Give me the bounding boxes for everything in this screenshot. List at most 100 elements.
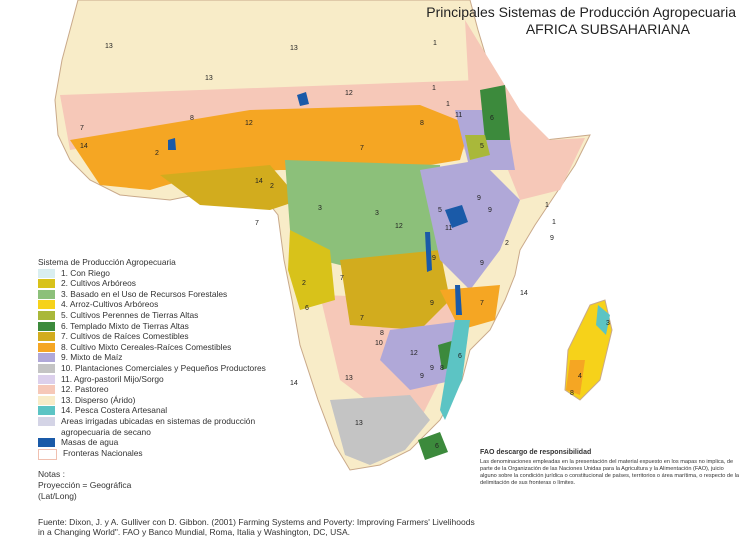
region-label: 13 bbox=[105, 43, 113, 50]
lake-volta bbox=[168, 138, 176, 150]
legend-swatch bbox=[38, 310, 55, 320]
legend-swatch bbox=[38, 385, 55, 395]
region-label: 14 bbox=[80, 143, 88, 150]
legend-item: Masas de agua bbox=[38, 437, 281, 448]
legend-swatch bbox=[38, 279, 55, 289]
map-subtitle: AFRICA SUBSAHARIANA bbox=[525, 21, 690, 37]
legend-label: 9. Mixto de Maíz bbox=[61, 352, 123, 363]
region-label: 6 bbox=[305, 305, 309, 312]
region-label: 3 bbox=[375, 210, 379, 217]
legend-swatch bbox=[38, 353, 55, 363]
region-label: 1 bbox=[432, 85, 436, 92]
legend-item: 8. Cultivo Mixto Cereales-Raíces Comesti… bbox=[38, 342, 281, 353]
legend-swatch bbox=[38, 289, 55, 299]
legend-label: 1. Con Riego bbox=[61, 267, 110, 278]
zone-templado bbox=[480, 85, 510, 140]
legend-swatch bbox=[38, 416, 55, 426]
region-label: 7 bbox=[360, 145, 364, 152]
zone-templado bbox=[418, 432, 448, 460]
legend-label: 5. Cultivos Perennes de Tierras Altas bbox=[61, 309, 199, 320]
region-label: 6 bbox=[490, 115, 494, 122]
map-title: Principales Sistemas de Producción Agrop… bbox=[426, 4, 736, 20]
region-label: 11 bbox=[455, 112, 462, 119]
disclaimer-heading: FAO descargo de responsibilidad bbox=[480, 449, 592, 456]
legend-item: 2. Cultivos Arbóreos bbox=[38, 278, 281, 289]
legend-heading: Sistema de Producción Agropecuaria bbox=[38, 257, 176, 267]
region-label: 2 bbox=[505, 240, 509, 247]
region-label: 6 bbox=[435, 443, 439, 450]
region-label: 12 bbox=[410, 350, 418, 357]
legend-item: 14. Pesca Costera Artesanal bbox=[38, 405, 281, 416]
legend-swatch bbox=[38, 332, 55, 342]
region-label: 13 bbox=[205, 75, 213, 82]
lake-victoria bbox=[445, 205, 468, 228]
region-label: 5 bbox=[480, 143, 484, 150]
region-label: 7 bbox=[360, 315, 364, 322]
legend-label: 6. Templado Mixto de Tierras Altas bbox=[61, 320, 189, 331]
region-label: 9 bbox=[488, 207, 492, 214]
projection-units: (Lat/Long) bbox=[38, 491, 77, 501]
region-label: 8 bbox=[380, 330, 384, 337]
legend-swatch bbox=[38, 438, 55, 448]
legend-item: Areas irrigadas ubicadas en sistemas de … bbox=[38, 416, 281, 437]
source-line-2: in a Changing World". FAO y Banco Mundia… bbox=[38, 527, 350, 537]
legend-swatch bbox=[38, 363, 55, 373]
region-label: 8 bbox=[570, 390, 574, 397]
region-label: 1 bbox=[433, 40, 437, 47]
zone-maiz bbox=[420, 160, 520, 290]
region-label: 9 bbox=[420, 373, 424, 380]
region-label: 14 bbox=[255, 178, 263, 185]
source-line-1: Fuente: Dixon, J. y A. Gulliver con D. G… bbox=[38, 517, 475, 527]
zone-cereales-raices bbox=[566, 360, 585, 395]
region-label: 2 bbox=[155, 150, 159, 157]
legend-swatch bbox=[38, 374, 55, 384]
region-label: 8 bbox=[190, 115, 194, 122]
legend-label: Masas de agua bbox=[61, 437, 119, 448]
region-label: 10 bbox=[375, 340, 383, 347]
legend-label: 8. Cultivo Mixto Cereales-Raíces Comesti… bbox=[61, 341, 232, 352]
region-label: 7 bbox=[480, 300, 484, 307]
legend-item: 6. Templado Mixto de Tierras Altas bbox=[38, 321, 281, 332]
notes: Notas : Proyección = Geográfica (Lat/Lon… bbox=[38, 469, 131, 502]
legend-label: 14. Pesca Costera Artesanal bbox=[61, 405, 168, 416]
zone-perennes bbox=[465, 135, 490, 160]
region-label: 8 bbox=[440, 365, 444, 372]
region-label: 2 bbox=[270, 183, 274, 190]
region-label: 3 bbox=[318, 205, 322, 212]
source-citation: Fuente: Dixon, J. y A. Gulliver con D. G… bbox=[38, 517, 475, 537]
region-label: 9 bbox=[430, 300, 434, 307]
projection-note: Proyección = Geográfica bbox=[38, 480, 132, 490]
lake-chad bbox=[297, 92, 309, 106]
region-label: 5 bbox=[438, 207, 442, 214]
legend-item: 7. Cultivos de Raíces Comestibles bbox=[38, 331, 281, 342]
region-label: 9 bbox=[432, 255, 436, 262]
legend-swatch bbox=[38, 300, 55, 310]
legend-label: 7. Cultivos de Raíces Comestibles bbox=[61, 331, 189, 342]
zone-pesca-costera bbox=[440, 320, 470, 420]
legend-item: 12. Pastoreo bbox=[38, 384, 281, 395]
region-label: 1 bbox=[552, 219, 556, 226]
zone-raices bbox=[340, 250, 450, 330]
region-label: 7 bbox=[340, 275, 344, 282]
notes-heading: Notas : bbox=[38, 469, 65, 479]
region-label: 2 bbox=[302, 280, 306, 287]
legend-item: 13. Disperso (Árido) bbox=[38, 395, 281, 406]
legend-label: 11. Agro-pastoril Mijo/Sorgo bbox=[61, 373, 164, 384]
legend-item: 1. Con Riego bbox=[38, 268, 281, 279]
region-label: 1 bbox=[446, 101, 450, 108]
legend-swatch bbox=[38, 448, 57, 460]
region-label: 9 bbox=[430, 365, 434, 372]
legend-item: 9. Mixto de Maíz bbox=[38, 352, 281, 363]
legend-label: 2. Cultivos Arbóreos bbox=[61, 278, 136, 289]
region-label: 9 bbox=[550, 235, 554, 242]
legend-swatch bbox=[38, 395, 55, 405]
zone-raices bbox=[160, 165, 300, 210]
legend-label: Areas irrigadas ubicadas en sistemas de … bbox=[61, 415, 256, 437]
legend-items: 1. Con Riego 2. Cultivos Arbóreos 3. Basad… bbox=[38, 268, 281, 460]
legend-label: 4. Arroz-Cultivos Arbóreos bbox=[61, 299, 159, 310]
legend-item: 5. Cultivos Perennes de Tierras Altas bbox=[38, 310, 281, 321]
region-label: 9 bbox=[477, 195, 481, 202]
legend-label: 10. Plantaciones Comerciales y Pequeños … bbox=[61, 362, 266, 373]
